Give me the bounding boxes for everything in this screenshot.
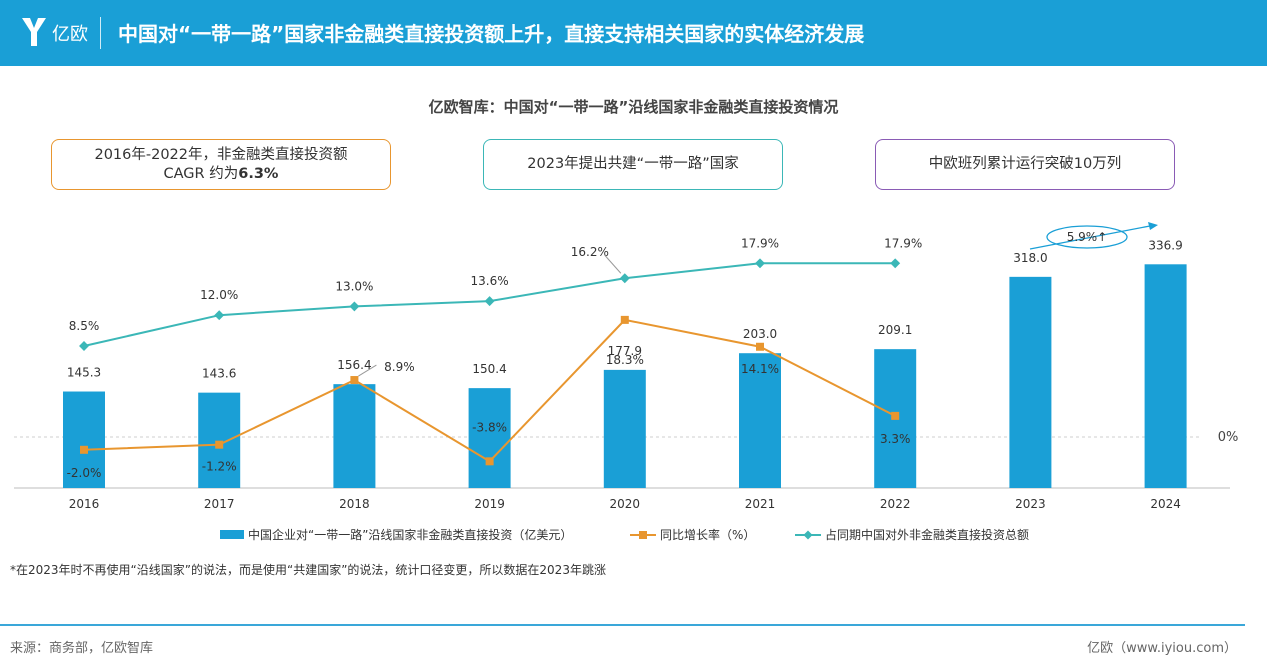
growth-label-2017: -1.2%	[202, 460, 237, 474]
share-point-2021	[755, 258, 765, 269]
bottom-divider	[0, 624, 1245, 626]
x-tick-2018: 2018	[339, 497, 370, 511]
header-divider	[100, 17, 101, 49]
bar-label-2019: 150.4	[472, 362, 506, 376]
bar-label-2018: 156.4	[337, 358, 371, 372]
bar-label-2016: 145.3	[67, 366, 101, 380]
annotation-ellipse	[1046, 225, 1128, 249]
share-point-2019	[484, 296, 495, 307]
callout-cagr-line2: CAGR 约为6.3%	[94, 165, 347, 184]
x-tick-2019: 2019	[474, 497, 505, 511]
bar-2020	[603, 369, 646, 488]
growth-label-2021: 14.1%	[741, 362, 779, 376]
callout-cagr-prefix: CAGR 约为	[163, 165, 239, 182]
share-label-2020: 16.2%	[571, 245, 609, 259]
brand-url: 亿欧（www.iyiou.com）	[1087, 641, 1237, 656]
x-tick-2017: 2017	[204, 497, 235, 511]
chart-subtitle: 亿欧智库：中国对“一带一路”沿线国家非金融类直接投资情况	[428, 98, 839, 116]
bar-2019	[468, 388, 511, 488]
legend-label-growth: 同比增长率（%）	[660, 528, 756, 542]
bar-label-2022: 209.1	[878, 323, 912, 337]
share-point-2018	[349, 301, 360, 312]
share-point-2020	[619, 273, 630, 284]
callout-belt-road-text: 2023年提出共建“一带一路”国家	[527, 156, 739, 172]
chart-legend: 中国企业对“一带一路”沿线国家非金融类直接投资（亿美元） 同比增长率（%） 占同…	[0, 526, 1267, 546]
yiou-logo-icon	[22, 18, 46, 46]
growth-label-2018: 8.9%	[384, 360, 415, 374]
x-tick-2020: 2020	[610, 497, 641, 511]
x-tick-2024: 2024	[1150, 497, 1181, 511]
growth-point-2020	[620, 315, 629, 324]
legend-item-growth: 同比增长率（%）	[630, 526, 755, 543]
callout-belt-road: 2023年提出共建“一带一路”国家	[483, 139, 783, 190]
share-point-2016	[79, 341, 89, 351]
share-label-2019: 13.6%	[471, 274, 509, 288]
bar-2017	[198, 392, 241, 488]
bar-2023	[1009, 276, 1052, 488]
x-tick-2021: 2021	[745, 497, 776, 511]
growth-label-2022: 3.3%	[880, 432, 911, 446]
callout-cagr: 2016年-2022年，非金融类直接投资额 CAGR 约为6.3%	[51, 139, 391, 190]
share-label-2022: 17.9%	[884, 236, 922, 250]
share-label-2021: 17.9%	[741, 236, 779, 250]
share-label-2016: 8.5%	[69, 319, 100, 333]
callout-rail-text: 中欧班列累计运行突破10万列	[928, 156, 1122, 172]
bar-label-2020: 177.9	[608, 344, 642, 358]
logo-text: 亿欧	[52, 24, 88, 45]
legend-item-investment: 中国企业对“一带一路”沿线国家非金融类直接投资（亿美元）	[220, 526, 572, 543]
growth-point-2017	[215, 440, 224, 449]
growth-label-2019: -3.8%	[472, 420, 507, 434]
growth-point-2018	[350, 376, 359, 385]
annotation-arrow-head	[1148, 222, 1158, 230]
legend-label-investment: 中国企业对“一带一路”沿线国家非金融类直接投资（亿美元）	[248, 528, 573, 542]
annotation-arrow-line	[1029, 225, 1151, 250]
legend-bar-swatch	[220, 530, 244, 539]
bar-2024	[1144, 264, 1187, 488]
share-point-2017	[214, 310, 225, 321]
callout-china-europe-rail: 中欧班列累计运行突破10万列	[875, 139, 1175, 190]
zero-axis-label: 0%	[1218, 430, 1239, 445]
legend-growth-swatch	[630, 530, 656, 540]
growth-point-2019	[485, 457, 494, 466]
share-label-2018: 13.0%	[335, 279, 373, 293]
bar-label-2024: 336.9	[1148, 238, 1182, 252]
growth-label-2020: 18.3%	[606, 353, 644, 367]
investment-chart: 0% 145.3 2016 143.6 2017 156.4 2018 150.4 2019 17…	[14, 222, 1239, 511]
x-tick-2016: 2016	[69, 497, 100, 511]
annotation-text: 5.9%↑	[1067, 230, 1108, 244]
share-label-leader-2020	[604, 254, 622, 274]
legend-item-share: 占同期中国对外非金融类直接投资总额	[795, 526, 1029, 543]
share-label-2017: 12.0%	[200, 288, 238, 302]
bar-2021	[739, 353, 781, 488]
header-bar: 亿欧 中国对“一带一路”国家非金融类直接投资额上升，直接支持相关国家的实体经济发…	[0, 0, 1267, 66]
growth-label-leader-2018	[358, 364, 377, 377]
bar-2016	[63, 391, 105, 488]
page-title: 中国对“一带一路”国家非金融类直接投资额上升，直接支持相关国家的实体经济发展	[118, 22, 865, 46]
legend-label-share: 占同期中国对外非金融类直接投资总额	[825, 528, 1030, 542]
x-tick-2023: 2023	[1015, 497, 1046, 511]
growth-label-2016: -2.0%	[67, 466, 102, 480]
x-tick-2022: 2022	[880, 497, 911, 511]
callout-cagr-line1: 2016年-2022年，非金融类直接投资额	[94, 146, 348, 163]
legend-share-swatch	[795, 529, 821, 540]
bar-label-2021: 203.0	[743, 327, 777, 341]
source-text: 来源：商务部，亿欧智库	[10, 641, 154, 656]
footnote: *在2023年时不再使用“沿线国家”的说法，而是使用“共建国家”的说法，统计口径…	[10, 563, 606, 577]
bar-label-2023: 318.0	[1013, 251, 1047, 265]
bar-label-2017: 143.6	[202, 367, 236, 381]
growth-point-2021	[756, 342, 764, 351]
share-point-2022	[890, 258, 901, 269]
growth-point-2016	[80, 445, 88, 454]
bar-2018	[333, 384, 376, 488]
growth-point-2022	[891, 411, 900, 420]
callout-cagr-value: 6.3%	[238, 165, 279, 182]
